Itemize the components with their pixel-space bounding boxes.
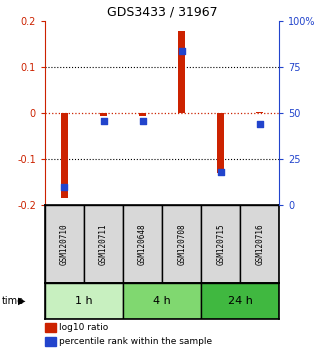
Bar [256, 112, 263, 113]
Bar [162, 205, 201, 283]
Text: GSM120715: GSM120715 [216, 223, 225, 265]
Bar [123, 283, 201, 319]
Bar [84, 205, 123, 283]
Point [62, 184, 67, 190]
Text: time: time [2, 296, 24, 306]
Bar [201, 283, 279, 319]
Bar [139, 113, 146, 115]
Bar [240, 205, 279, 283]
Text: 1 h: 1 h [75, 296, 93, 306]
Text: GSM120716: GSM120716 [255, 223, 264, 265]
Bar [100, 113, 107, 115]
Point [179, 48, 184, 53]
Bar [45, 283, 123, 319]
Bar [45, 205, 84, 283]
Text: 24 h: 24 h [228, 296, 253, 306]
Text: GSM120708: GSM120708 [177, 223, 186, 265]
Text: GSM120648: GSM120648 [138, 223, 147, 265]
Point [218, 169, 223, 175]
Title: GDS3433 / 31967: GDS3433 / 31967 [107, 6, 217, 19]
Bar [178, 32, 185, 113]
Bar [123, 205, 162, 283]
Text: ▶: ▶ [18, 296, 26, 306]
Text: GSM120710: GSM120710 [60, 223, 69, 265]
Point [101, 118, 106, 124]
Text: log10 ratio: log10 ratio [59, 323, 108, 332]
Point [140, 118, 145, 124]
Bar [61, 113, 68, 198]
Bar [217, 113, 224, 173]
Text: 4 h: 4 h [153, 296, 171, 306]
Point [257, 121, 262, 127]
Text: GSM120711: GSM120711 [99, 223, 108, 265]
Bar [201, 205, 240, 283]
Text: percentile rank within the sample: percentile rank within the sample [59, 337, 213, 346]
